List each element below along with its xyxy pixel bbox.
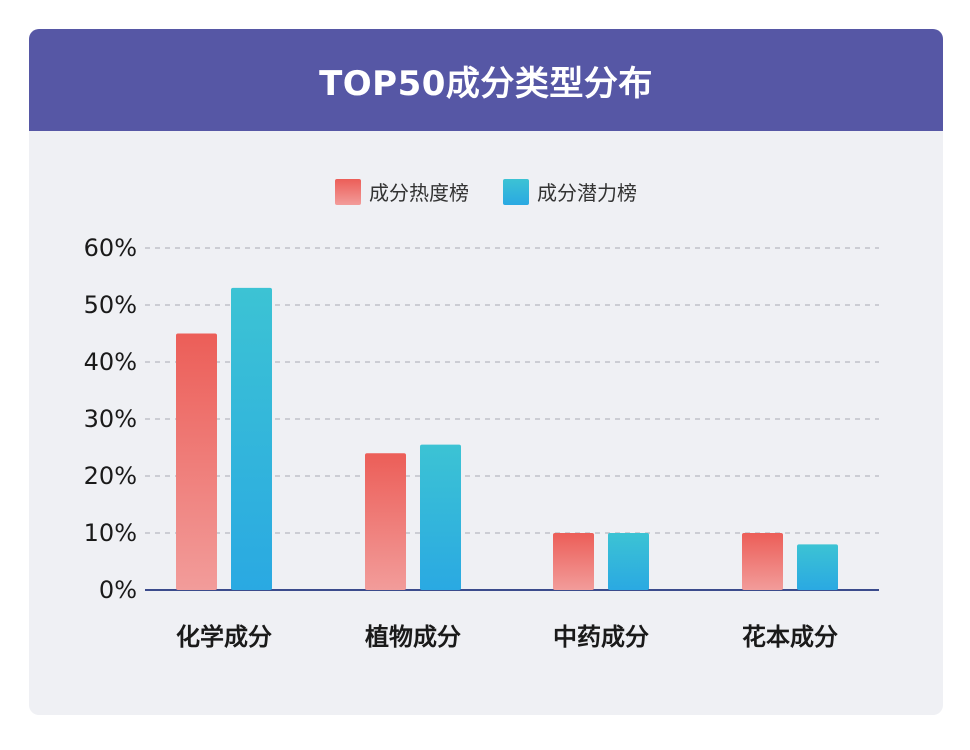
bar-hot-1[interactable] [365,453,406,590]
bar-hot-2[interactable] [553,533,594,590]
axis-labels: 0% 10% 20% 30% 40% 50% 60% 化学成分 植物成分 中药成分 花本成分 [84,234,838,651]
x-category-label: 花本成分 [742,623,838,651]
bar-hot-0[interactable] [176,333,217,591]
bar-potential-0[interactable] [231,287,272,590]
legend: 成分热度榜 成分潜力榜 [29,177,943,206]
legend-swatch-hot [335,178,361,205]
chart-title: TOP50成分类型分布 [319,63,653,104]
legend-swatch-potential [503,178,529,205]
bar-potential-3[interactable] [797,544,838,590]
legend-item-hot[interactable]: 成分热度榜 [335,177,469,206]
y-tick-label: 10% [84,519,137,547]
card-header: TOP50成分类型分布 [29,29,943,131]
legend-item-potential[interactable]: 成分潜力榜 [503,177,637,206]
bars [176,287,838,591]
bar-potential-2[interactable] [608,533,649,590]
x-category-label: 植物成分 [365,623,461,651]
y-tick-label: 50% [84,291,137,319]
bar-potential-1[interactable] [420,444,461,590]
bar-chart: 0% 10% 20% 30% 40% 50% 60% 化学成分 植物成分 中药成分 花本成分 [84,234,879,651]
legend-label-potential: 成分潜力榜 [537,181,637,205]
y-tick-label: 60% [84,234,137,262]
x-category-label: 化学成分 [176,623,272,651]
x-category-label: 中药成分 [553,623,649,651]
y-tick-label: 40% [84,348,137,376]
y-tick-label: 20% [84,462,137,490]
chart-card: TOP50成分类型分布 成分热度榜 成分潜力榜 0% 10% 20% 30% 40% 50… [29,29,943,715]
y-tick-label: 30% [84,405,137,433]
y-tick-label: 0% [99,576,137,604]
bar-hot-3[interactable] [742,533,783,590]
legend-label-hot: 成分热度榜 [369,181,469,205]
